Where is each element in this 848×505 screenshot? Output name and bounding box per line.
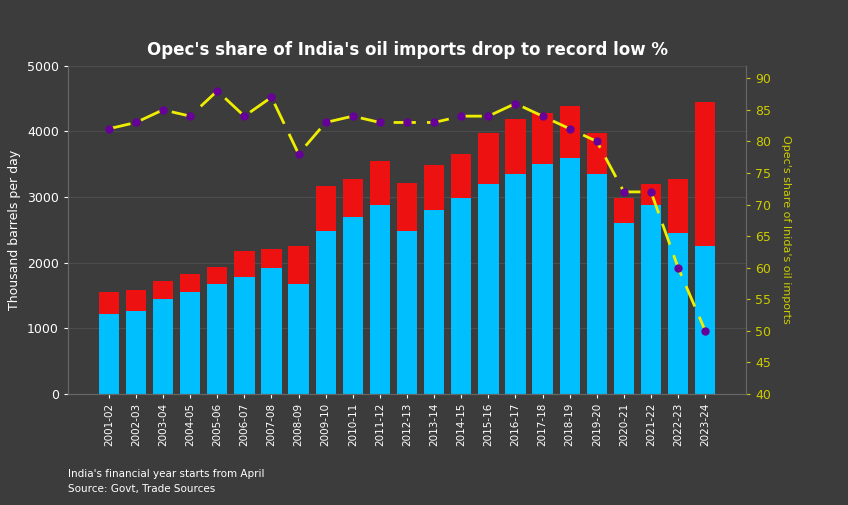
Bar [288, 284, 309, 394]
Bar [478, 133, 499, 184]
Bar [614, 198, 634, 223]
Bar [641, 206, 661, 394]
Bar [370, 161, 390, 206]
Bar [614, 223, 634, 394]
Bar [370, 206, 390, 394]
Y-axis label: Thousand barrels per day: Thousand barrels per day [8, 149, 21, 310]
Title: Opec's share of India's oil imports drop to record low %: Opec's share of India's oil imports drop… [147, 40, 667, 59]
Bar [695, 246, 716, 394]
Bar [98, 314, 119, 394]
Bar [343, 217, 363, 394]
Bar [180, 292, 200, 394]
Bar [234, 277, 254, 394]
Bar [505, 120, 526, 174]
Bar [288, 245, 309, 284]
Bar [261, 268, 282, 394]
Bar [207, 284, 227, 394]
Bar [234, 251, 254, 277]
Bar [261, 249, 282, 268]
Bar [397, 231, 417, 394]
Bar [315, 231, 336, 394]
Bar [695, 102, 716, 246]
Bar [478, 184, 499, 394]
Bar [153, 299, 173, 394]
Bar [343, 179, 363, 217]
Bar [153, 281, 173, 299]
Bar [126, 311, 146, 394]
Text: India's financial year starts from April: India's financial year starts from April [68, 469, 265, 479]
Bar [397, 183, 417, 231]
Bar [451, 154, 471, 198]
Bar [668, 179, 689, 233]
Bar [668, 233, 689, 394]
Bar [587, 133, 607, 174]
Bar [505, 174, 526, 394]
Bar [315, 186, 336, 231]
Bar [126, 289, 146, 311]
Bar [424, 210, 444, 394]
Bar [533, 113, 553, 164]
Bar [641, 184, 661, 206]
Y-axis label: Opec's share of Inida's oil imports: Opec's share of Inida's oil imports [781, 135, 790, 324]
Bar [180, 274, 200, 292]
Text: Source: Govt, Trade Sources: Source: Govt, Trade Sources [68, 484, 215, 494]
Bar [424, 166, 444, 210]
Bar [98, 292, 119, 314]
Bar [587, 174, 607, 394]
Bar [560, 107, 580, 158]
Bar [451, 198, 471, 394]
Bar [207, 267, 227, 284]
Bar [533, 164, 553, 394]
Bar [560, 158, 580, 394]
